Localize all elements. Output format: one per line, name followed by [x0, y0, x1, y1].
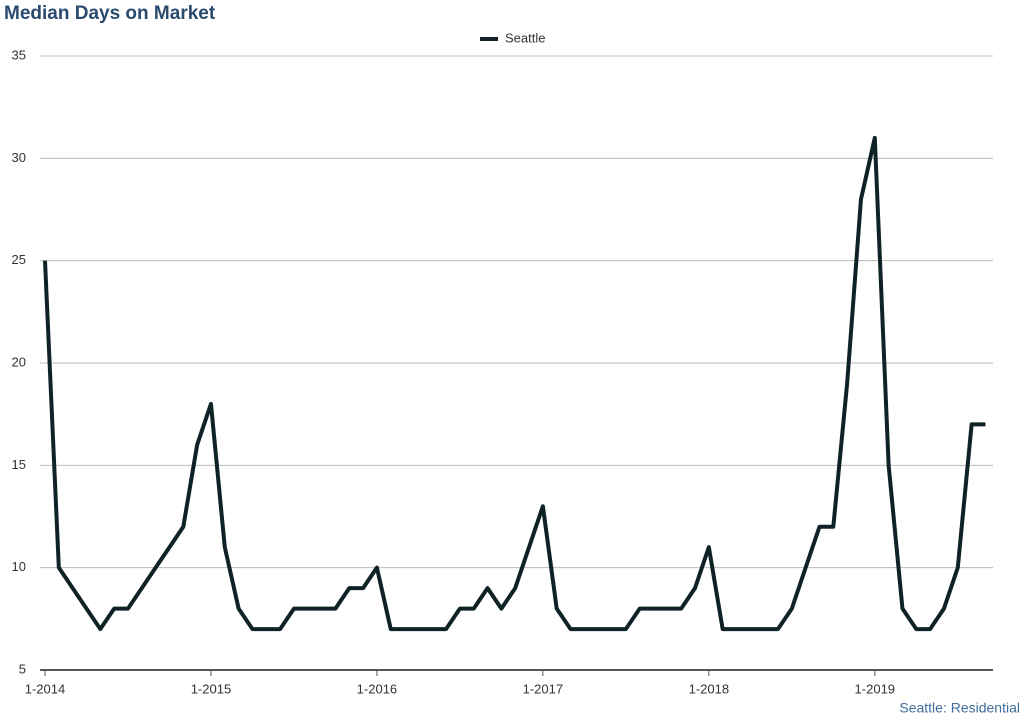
x-tick-label: 1-2015 [191, 681, 231, 696]
chart-footer: Seattle: Residential [899, 700, 1020, 716]
y-tick-label: 15 [12, 457, 26, 472]
y-tick-label: 30 [12, 150, 26, 165]
y-tick-label: 10 [12, 559, 26, 574]
y-tick-label: 25 [12, 252, 26, 267]
x-tick-label: 1-2017 [523, 681, 563, 696]
y-tick-label: 5 [19, 661, 26, 676]
x-tick-label: 1-2018 [689, 681, 729, 696]
x-tick-label: 1-2019 [855, 681, 895, 696]
y-tick-label: 35 [12, 47, 26, 62]
x-tick-label: 1-2014 [25, 681, 65, 696]
x-tick-label: 1-2016 [357, 681, 397, 696]
y-tick-label: 20 [12, 354, 26, 369]
chart-title: Median Days on Market [4, 3, 216, 24]
line-series [43, 135, 986, 632]
legend-label: Seattle [505, 30, 545, 45]
